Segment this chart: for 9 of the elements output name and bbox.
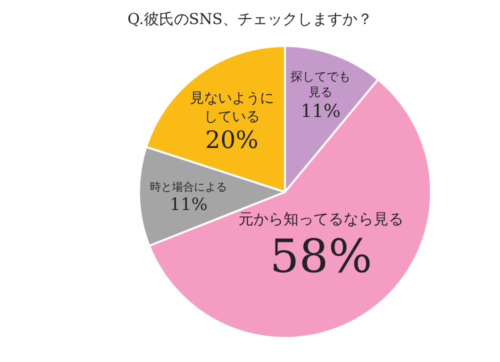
chart-title: Q.彼氏のSNS、チェックしますか？: [128, 10, 372, 28]
data-label: 58%: [270, 229, 372, 284]
data-label: 11%: [170, 194, 208, 215]
slice-label: 元から知ってるなら見る: [238, 210, 404, 228]
slice-label: 探してでも見る: [290, 69, 351, 100]
slice-label: 時と場合による: [150, 180, 228, 194]
slice-label: 見ないようにしている: [190, 90, 274, 125]
data-label: 11%: [300, 100, 341, 122]
data-label: 20%: [205, 126, 258, 154]
